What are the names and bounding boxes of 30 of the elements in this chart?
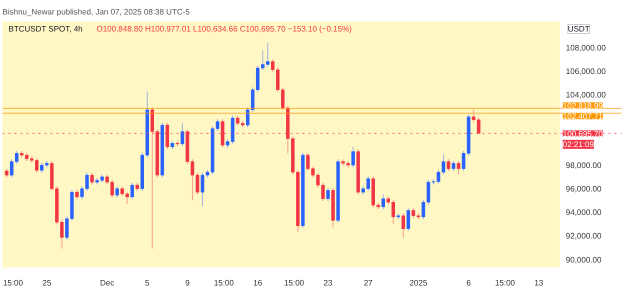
x-tick-label: Dec <box>100 278 114 288</box>
x-tick-label: 2025 <box>409 278 428 288</box>
x-tick-label: 15:00 <box>214 278 234 288</box>
x-tick-label: 25 <box>42 278 52 288</box>
x-tick-label: 15:00 <box>2 278 24 288</box>
ref-line-label: 102,407.71 <box>562 112 604 122</box>
x-tick-label: 15:00 <box>284 278 305 288</box>
y-tick-label: 106,000.00 <box>566 66 606 76</box>
y-axis-title: USDT <box>568 24 590 34</box>
y-tick-label: 108,000.00 <box>566 43 606 52</box>
text: Bishnu_Newar published, Jan 07, 2025 08:38 UTC-5 <box>2 8 190 16</box>
y-tick-label: 94,000.00 <box>566 208 602 218</box>
x-tick-label: 13 <box>534 278 544 288</box>
y-tick-label: 90,000.00 <box>566 255 602 264</box>
ref-line-label: 102,818.99 <box>562 101 604 110</box>
y-tick-label: 104,000.00 <box>566 90 606 100</box>
chart-title: BTCUSDT SPOT, 4h <box>8 24 83 34</box>
x-tick-label: 6 <box>466 278 472 288</box>
x-tick-label: 9 <box>185 278 190 288</box>
x-tick-label: 23 <box>324 278 334 288</box>
ref-line-label: 100,695.70 <box>562 129 604 138</box>
annotation: 02:21:09 <box>562 140 594 149</box>
x-tick-label: 15:00 <box>494 278 516 288</box>
y-tick-label: 96,000.00 <box>566 184 602 194</box>
y-tick-label: 98,000.00 <box>566 161 602 170</box>
x-tick-label: 27 <box>364 278 374 288</box>
x-tick-label: 16 <box>253 278 263 288</box>
chart-subtitle: O100,848.80 H100,977.01 L100,634.66 C100,695.70 −153.10 (−0.15%) <box>96 24 352 34</box>
x-tick-label: 5 <box>145 278 150 288</box>
y-tick-label: 92,000.00 <box>566 232 602 241</box>
